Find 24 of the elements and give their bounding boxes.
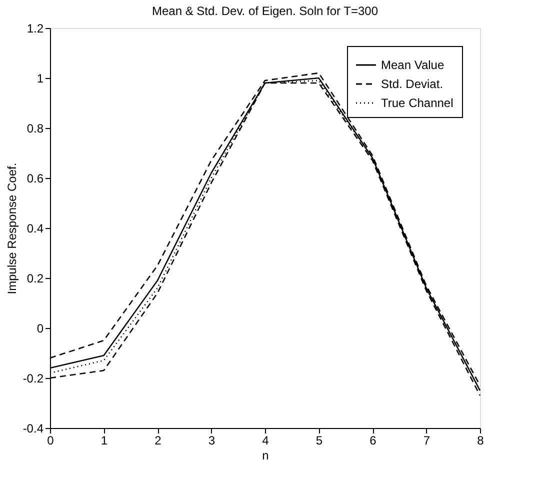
y-tick-label: 0.8 <box>26 122 44 136</box>
x-tick-label: 7 <box>423 434 430 448</box>
x-tick-label: 6 <box>370 434 377 448</box>
x-tick-label: 1 <box>100 434 108 448</box>
legend-label: True Channel <box>381 96 454 110</box>
y-tick-label: 0 <box>36 322 44 336</box>
y-tick-label: 1.2 <box>26 22 44 36</box>
x-axis-title: n <box>262 448 269 462</box>
x-tick-label: 5 <box>316 434 323 448</box>
y-axis-title: Impulse Response Coef. <box>4 162 19 294</box>
x-tick-label: 2 <box>154 434 162 448</box>
y-tick-label: 0.4 <box>26 222 44 236</box>
chart-title: Mean & Std. Dev. of Eigen. Soln for T=300 <box>152 4 378 18</box>
y-tick-label: 1 <box>36 72 44 86</box>
legend-label: Std. Deviat. <box>381 77 444 91</box>
y-tick-label: 0.6 <box>26 172 44 186</box>
y-tick-label: 0.2 <box>26 272 44 286</box>
x-tick-label: 8 <box>477 434 484 448</box>
x-tick-label: 0 <box>47 434 54 448</box>
y-tick-label: -0.4 <box>22 422 44 436</box>
y-tick-label: -0.2 <box>22 372 44 386</box>
legend-label: Mean Value <box>381 58 444 72</box>
x-tick-label: 3 <box>208 434 216 448</box>
x-tick-label: 4 <box>262 434 270 448</box>
